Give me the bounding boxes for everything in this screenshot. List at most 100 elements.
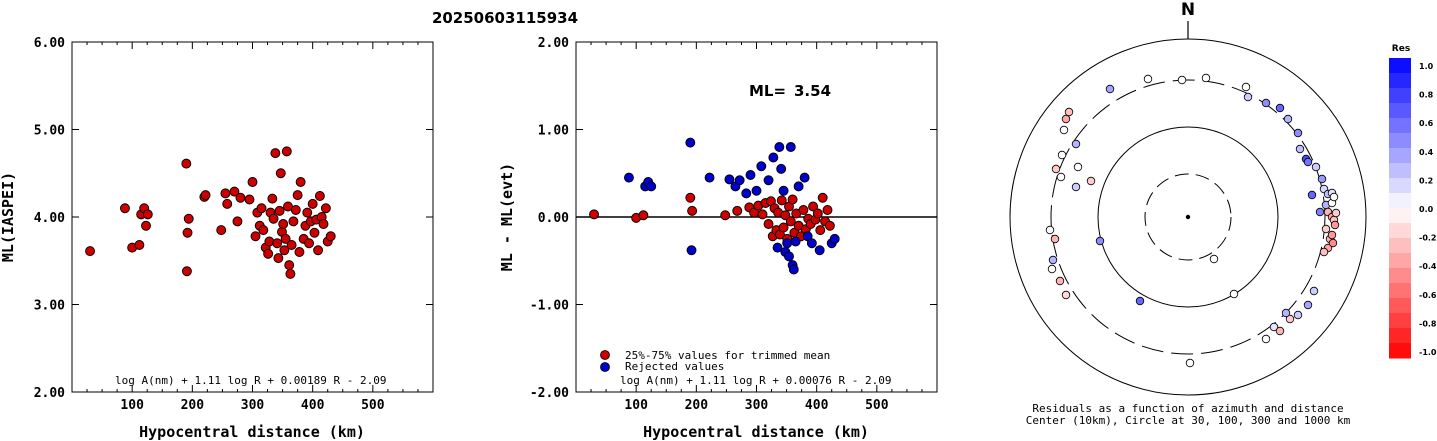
x-tick-label: 400 bbox=[301, 398, 325, 413]
x-tick-label: 100 bbox=[624, 398, 648, 413]
rejected-point bbox=[829, 233, 840, 244]
colorbar-tick-label: 0.8 bbox=[1419, 91, 1434, 100]
station-marker bbox=[1275, 103, 1285, 113]
y-tick-label: 2.00 bbox=[34, 386, 65, 401]
accepted-point bbox=[685, 192, 696, 203]
station-marker bbox=[1143, 74, 1153, 84]
station-marker bbox=[1307, 190, 1317, 200]
ring-1000km bbox=[1009, 38, 1367, 396]
data-point bbox=[200, 190, 211, 201]
station-marker bbox=[1327, 230, 1337, 240]
ring-30km bbox=[1144, 173, 1232, 261]
station-marker bbox=[1050, 234, 1060, 244]
station-marker bbox=[1311, 162, 1321, 172]
station-marker bbox=[1071, 139, 1081, 149]
y-tick-label: 1.00 bbox=[538, 124, 569, 139]
accepted-point bbox=[589, 209, 599, 220]
rejected-point bbox=[685, 137, 696, 148]
rejected-point bbox=[763, 175, 774, 186]
colorbar-cell bbox=[1389, 253, 1411, 269]
accepted-point bbox=[778, 222, 789, 233]
station-marker bbox=[1319, 247, 1329, 257]
colorbar-title: Res bbox=[1392, 44, 1410, 54]
panel2-points bbox=[589, 137, 840, 275]
accepted-point bbox=[815, 225, 826, 236]
accepted-point bbox=[822, 205, 833, 215]
rejected-point bbox=[768, 152, 779, 163]
colorbar-cell bbox=[1389, 58, 1411, 74]
data-point bbox=[285, 268, 296, 279]
data-point bbox=[307, 198, 318, 209]
data-point bbox=[278, 219, 289, 229]
colorbar-cell bbox=[1389, 178, 1411, 194]
colorbar-tick-label: -0.4 bbox=[1419, 262, 1437, 271]
rejected-point bbox=[772, 242, 783, 253]
colorbar-cells bbox=[1389, 58, 1411, 359]
rejected-point bbox=[799, 172, 810, 183]
colorbar-tick-label: -0.6 bbox=[1419, 291, 1437, 300]
station-marker bbox=[1064, 107, 1074, 117]
colorbar-tick-label: 1.0 bbox=[1419, 62, 1434, 71]
panel1-xlabel: Hypocentral distance (km) bbox=[139, 423, 365, 441]
data-point bbox=[275, 168, 286, 179]
accepted-point bbox=[817, 192, 828, 203]
station-marker bbox=[1185, 358, 1195, 368]
colorbar-cell bbox=[1389, 88, 1411, 104]
x-tick-label: 400 bbox=[805, 398, 829, 413]
ring-300km bbox=[1050, 79, 1326, 355]
x-tick-label: 300 bbox=[745, 398, 769, 413]
colorbar-cell bbox=[1389, 313, 1411, 329]
residual-colorbar: Res 1.0 0.8 0.6 0.4 0.2 0.0 -0.2 -0.4 -0.6 -0.8 -1… bbox=[1389, 44, 1437, 359]
panel2-ylabel: ML - ML(evt) bbox=[498, 163, 516, 271]
station-marker bbox=[1293, 128, 1303, 138]
data-point bbox=[256, 203, 267, 214]
legend-accepted-marker bbox=[600, 350, 610, 360]
accepted-point bbox=[776, 195, 787, 206]
data-point bbox=[309, 227, 320, 238]
y-tick-label: 5.00 bbox=[34, 124, 65, 139]
data-point bbox=[244, 194, 255, 205]
accepted-point bbox=[757, 209, 768, 220]
y-tick-label: 6.00 bbox=[34, 36, 65, 51]
station-marker bbox=[1293, 310, 1303, 320]
data-point bbox=[119, 203, 130, 214]
rejected-point bbox=[806, 238, 817, 249]
x-tick-label: 500 bbox=[865, 398, 889, 413]
colorbar-tick-label: -1.0 bbox=[1419, 348, 1437, 357]
data-point bbox=[325, 231, 336, 242]
data-point bbox=[270, 148, 281, 159]
station-marker bbox=[1303, 300, 1313, 310]
station-marker bbox=[1059, 125, 1069, 135]
panel1-frame bbox=[71, 41, 434, 393]
data-point bbox=[232, 216, 243, 227]
colorbar-cell bbox=[1389, 268, 1411, 284]
rejected-point bbox=[774, 142, 785, 152]
colorbar-cell bbox=[1389, 148, 1411, 164]
panel2-x-ticks: 100 200 300 400 500 bbox=[590, 42, 923, 413]
rejected-point bbox=[646, 181, 657, 192]
accepted-point bbox=[720, 210, 731, 221]
colorbar-cell bbox=[1389, 208, 1411, 224]
rejected-point bbox=[734, 175, 745, 186]
colorbar-cell bbox=[1389, 118, 1411, 134]
station-marker bbox=[1241, 82, 1251, 92]
rejected-point bbox=[788, 264, 799, 275]
colorbar-cell bbox=[1389, 73, 1411, 89]
station-marker bbox=[1209, 254, 1219, 264]
accepted-point bbox=[824, 220, 835, 231]
data-point bbox=[318, 219, 329, 229]
panel2-y-ticks: -2.00 -1.00 0.00 1.00 2.00 bbox=[530, 36, 937, 401]
rejected-point bbox=[776, 163, 787, 174]
colorbar-tick-label: 0.0 bbox=[1419, 205, 1434, 214]
rejected-point bbox=[784, 251, 794, 262]
x-tick-label: 100 bbox=[120, 398, 144, 413]
data-point bbox=[222, 198, 233, 209]
data-point bbox=[279, 245, 290, 256]
accepted-point bbox=[763, 219, 774, 229]
panel1-points bbox=[85, 146, 336, 279]
polar-caption-line2: Center (10km), Circle at 30, 100, 300 an… bbox=[1026, 414, 1351, 427]
data-point bbox=[281, 146, 292, 157]
data-point bbox=[216, 225, 227, 236]
panel2-ml-label: ML= bbox=[749, 82, 786, 100]
data-point bbox=[250, 231, 261, 242]
